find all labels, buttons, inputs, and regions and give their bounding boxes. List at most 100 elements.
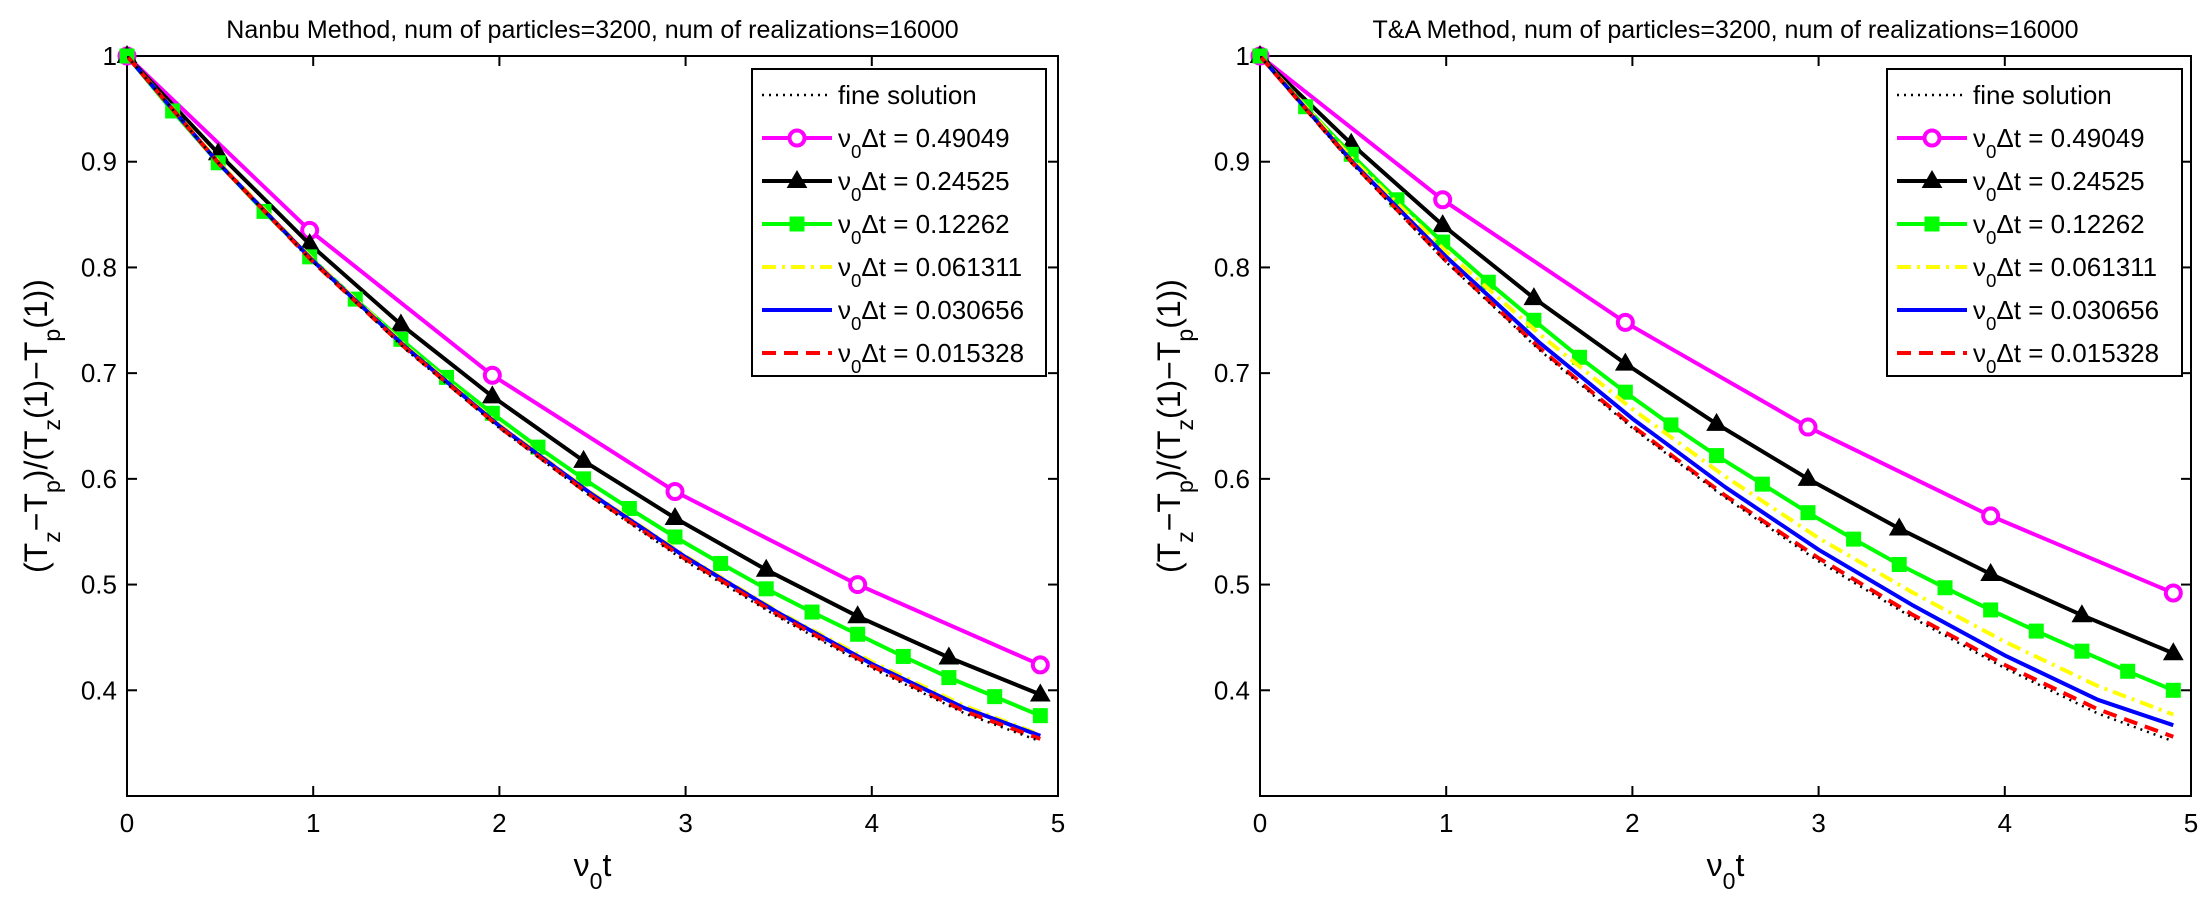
- legend-marker-3: [789, 216, 805, 232]
- data-point-2: [481, 385, 503, 404]
- x-tick-label: 2: [492, 808, 506, 838]
- data-point-1: [665, 482, 685, 502]
- data-point-3: [2074, 643, 2090, 659]
- data-point-3: [895, 648, 911, 664]
- data-point-2: [390, 313, 412, 332]
- data-point-3: [1891, 556, 1907, 572]
- legend-marker-2: [786, 169, 808, 188]
- data-point-2: [847, 605, 869, 624]
- data-point-2: [2071, 604, 2093, 623]
- y-tick-label: 0.4: [81, 675, 117, 705]
- data-point-2: [938, 646, 960, 665]
- data-point-1: [1981, 506, 2001, 526]
- legend-label-1: ν0Δt = 0.49049: [1973, 123, 2145, 162]
- legend-label-6: ν0Δt = 0.015328: [1973, 338, 2159, 377]
- legend-label-1: ν0Δt = 0.49049: [838, 123, 1010, 162]
- chart-title: T&A Method, num of particles=3200, num o…: [1373, 16, 2079, 44]
- data-point-1: [1030, 655, 1050, 675]
- y-tick-label: 0.9: [1214, 147, 1250, 177]
- data-point-3: [1032, 708, 1048, 724]
- legend-marker-1: [1922, 128, 1942, 148]
- x-tick-label: 3: [1811, 808, 1825, 838]
- x-tick-label: 0: [120, 808, 134, 838]
- y-tick-label: 0.5: [81, 570, 117, 600]
- data-point-1: [848, 575, 868, 595]
- legend-label-5: ν0Δt = 0.030656: [838, 295, 1024, 334]
- legend-marker-3: [1924, 216, 1940, 232]
- chart-panel-1: Nanbu Method, num of particles=3200, num…: [18, 16, 1065, 894]
- data-point-3: [2028, 623, 2044, 639]
- data-point-2: [1706, 412, 1727, 431]
- data-point-3: [987, 689, 1003, 705]
- data-point-3: [2120, 663, 2136, 679]
- data-point-2: [1797, 467, 1819, 486]
- data-point-2: [1614, 352, 1636, 371]
- legend-label-0: fine solution: [838, 80, 977, 110]
- series-line-6: [127, 56, 1041, 741]
- x-tick-label: 0: [1253, 808, 1267, 838]
- legend-label-4: ν0Δt = 0.061311: [838, 252, 1022, 291]
- series-line-1: [1260, 56, 2175, 595]
- legend-label-5: ν0Δt = 0.030656: [1973, 295, 2159, 334]
- y-tick-label: 0.5: [1214, 570, 1250, 600]
- y-tick-label: 0.9: [81, 147, 117, 177]
- chart-panel-2: T&A Method, num of particles=3200, num o…: [1151, 16, 2198, 894]
- data-point-2: [1432, 214, 1454, 233]
- data-point-3: [804, 604, 820, 620]
- data-point-1: [2163, 583, 2183, 603]
- y-tick-label: 0.7: [81, 358, 117, 388]
- legend-label-2: ν0Δt = 0.24525: [838, 166, 1010, 205]
- legend-marker-2: [1921, 169, 1943, 188]
- data-point-3: [758, 581, 774, 597]
- data-point-3: [667, 529, 683, 545]
- series-line-4: [1260, 56, 2175, 717]
- data-point-2: [1029, 683, 1051, 702]
- legend-label-0: fine solution: [1973, 80, 2112, 110]
- x-tick-label: 4: [1998, 808, 2012, 838]
- data-point-2: [664, 506, 686, 525]
- x-tick-label: 2: [1625, 808, 1639, 838]
- data-point-1: [1433, 190, 1453, 210]
- legend-label-6: ν0Δt = 0.015328: [838, 338, 1024, 377]
- legend-label-3: ν0Δt = 0.12262: [838, 209, 1010, 248]
- data-point-3: [1663, 417, 1679, 433]
- y-tick-label: 1: [103, 41, 117, 71]
- data-point-3: [1937, 580, 1953, 596]
- y-tick-label: 1: [1236, 41, 1250, 71]
- data-point-2: [1888, 517, 1910, 536]
- legend-label-2: ν0Δt = 0.24525: [1973, 166, 2145, 205]
- legend-label-3: ν0Δt = 0.12262: [1973, 209, 2145, 248]
- data-point-3: [1617, 384, 1633, 400]
- x-tick-label: 5: [1051, 808, 1065, 838]
- y-tick-label: 0.8: [81, 252, 117, 282]
- y-tick-label: 0.4: [1214, 675, 1250, 705]
- x-tick-label: 1: [306, 808, 320, 838]
- y-axis-label: (Tz−Tp)/(Tz(1)−Tp(1)): [1151, 279, 1198, 573]
- data-point-3: [1800, 505, 1816, 521]
- data-point-1: [482, 365, 502, 385]
- legend-label-4: ν0Δt = 0.061311: [1973, 252, 2157, 291]
- data-point-2: [2162, 642, 2184, 661]
- x-tick-label: 1: [1439, 808, 1453, 838]
- data-point-3: [1983, 602, 1999, 618]
- data-point-2: [573, 449, 594, 468]
- data-point-3: [2165, 682, 2181, 698]
- data-point-2: [1523, 287, 1545, 306]
- data-point-3: [850, 626, 866, 642]
- data-point-1: [1615, 312, 1635, 332]
- y-tick-label: 0.8: [1214, 252, 1250, 282]
- series-line-1: [127, 56, 1042, 667]
- legend-marker-1: [787, 128, 807, 148]
- y-tick-label: 0.7: [1214, 358, 1250, 388]
- data-point-3: [1709, 448, 1725, 464]
- data-point-3: [1754, 476, 1770, 492]
- data-point-3: [713, 555, 729, 571]
- y-axis-label: (Tz−Tp)/(Tz(1)−Tp(1)): [18, 279, 65, 573]
- data-point-3: [941, 670, 957, 686]
- data-point-2: [1980, 562, 2002, 581]
- data-point-1: [1798, 417, 1818, 437]
- x-tick-label: 4: [865, 808, 879, 838]
- data-point-3: [621, 500, 637, 516]
- data-point-2: [755, 558, 777, 577]
